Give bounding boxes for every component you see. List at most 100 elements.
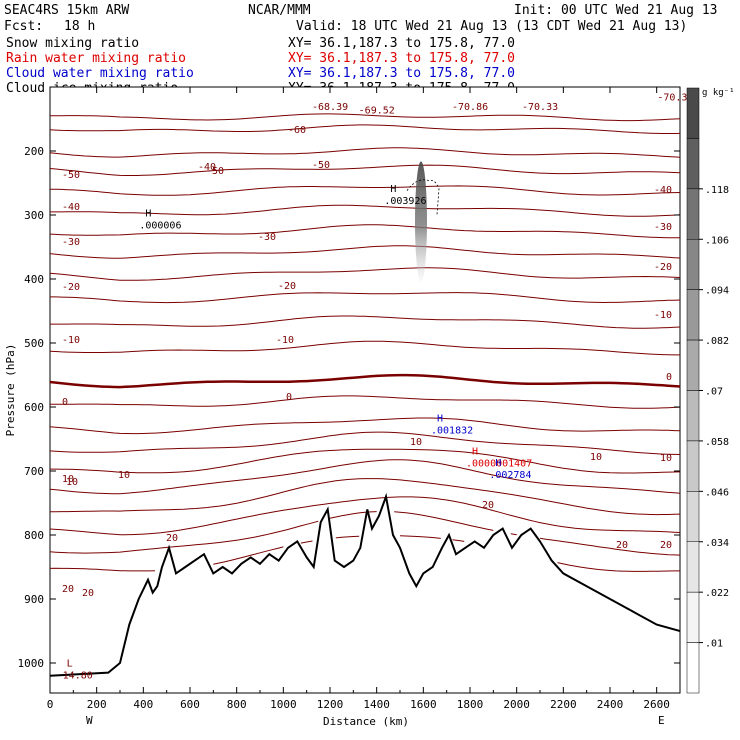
temperature-contours — [50, 113, 680, 572]
isotherm — [50, 113, 680, 122]
isotherm-right-label: 10 — [660, 453, 672, 464]
colorbar-unit: g kg⁻¹ — [702, 88, 735, 98]
forecast-hour: 18 h — [64, 19, 95, 34]
isotherm-interior-label: -10 — [276, 335, 294, 346]
isotherm — [50, 459, 680, 495]
isotherm-interior-label: -60 — [288, 125, 306, 136]
colorbar-tick-label: .046 — [705, 487, 729, 498]
isotherm-left-label: -50 — [62, 170, 80, 181]
isotherm-interior-label: -50 — [312, 160, 330, 171]
colorbar-swatch — [686, 591, 700, 643]
isotherm-right-label: -40 — [654, 185, 672, 196]
x-tick-label: 400 — [133, 698, 153, 711]
isotherm-right-label: 20 — [660, 540, 672, 551]
surface-minimum-marker: L — [67, 659, 73, 670]
y-tick-label: 700 — [24, 465, 44, 478]
field-maximum-marker: H — [390, 184, 396, 195]
isotherm — [50, 164, 680, 176]
isotherm-label: 10 — [590, 452, 602, 463]
snow-shading — [415, 161, 427, 282]
isotherm-label: 10 — [118, 470, 130, 481]
isotherm-left-label: -20 — [62, 282, 80, 293]
temperature-minimum-label: -70.33 — [657, 93, 693, 104]
colorbar-swatch — [686, 138, 700, 190]
colorbar-swatch — [686, 239, 700, 290]
plot-area — [49, 86, 681, 694]
x-tick-label: 600 — [180, 698, 200, 711]
temperature-minimum-label: -70.33 — [522, 102, 558, 113]
isotherm — [50, 340, 680, 356]
isotherm-interior-label: 10 — [410, 437, 422, 448]
y-tick-label: 800 — [24, 529, 44, 542]
isotherm-left-label: -10 — [62, 335, 80, 346]
model-title: SEAC4RS 15km ARW — [4, 3, 129, 18]
field-maximum-marker: H — [495, 458, 501, 469]
colorbar-tick-label: .058 — [705, 437, 729, 448]
colorbar-swatch — [686, 289, 700, 341]
field-xy-cloud-water: XY= 36.1,187.3 to 175.8, 77.0 — [288, 66, 515, 81]
snow-contour — [406, 179, 440, 215]
isotherm — [50, 204, 680, 217]
x-tick-label: 2600 — [643, 698, 670, 711]
plot-content — [50, 113, 680, 677]
isotherm — [50, 224, 680, 239]
colorbar-swatch — [686, 541, 700, 593]
x-tick-label: 1600 — [410, 698, 437, 711]
isotherm-interior-label: -40 — [198, 162, 216, 173]
y-tick-label: 900 — [24, 593, 44, 606]
colorbar-swatch — [686, 491, 700, 543]
colorbar-tick-label: .082 — [705, 336, 729, 347]
y-tick-label: 600 — [24, 401, 44, 414]
isotherm-left-label: -30 — [62, 237, 80, 248]
field-maximum-value: .0000001407 — [466, 459, 532, 470]
field-maximum-value: .003926 — [384, 196, 426, 207]
isotherm-right-label: -10 — [654, 310, 672, 321]
institution-label: NCAR/MMM — [248, 3, 311, 18]
y-tick-label: 1000 — [18, 657, 45, 670]
isotherm-right-label: 0 — [666, 372, 672, 383]
isotherm — [50, 124, 680, 134]
colorbar-swatch — [686, 642, 700, 694]
x-tick-label: 1200 — [317, 698, 344, 711]
isotherm-interior-label: -20 — [278, 281, 296, 292]
field-maximum-value: .001832 — [431, 425, 473, 436]
colorbar-tick-label: .106 — [705, 235, 729, 246]
isotherm-right-label: -30 — [654, 222, 672, 233]
x-tick-label: 1000 — [270, 698, 297, 711]
colorbar-tick-label: .022 — [705, 588, 729, 599]
colorbar-tick-label: .01 — [705, 639, 723, 650]
field-xy-snow: XY= 36.1,187.3 to 175.8, 77.0 — [288, 36, 515, 51]
terrain-line — [50, 492, 680, 677]
x-tick-label: 1400 — [363, 698, 390, 711]
x-tick-label: 2400 — [597, 698, 624, 711]
x-tick-label: 2000 — [503, 698, 530, 711]
colorbar-swatch — [686, 87, 700, 139]
x-tick-label: 800 — [227, 698, 247, 711]
isotherm-interior-label: 0 — [286, 392, 292, 403]
isotherm — [50, 395, 680, 409]
isotherm — [50, 185, 680, 196]
x-end-label-west: W — [86, 714, 93, 727]
y-tick-label: 300 — [24, 209, 44, 222]
isotherm — [50, 315, 680, 329]
isotherm — [50, 267, 680, 281]
init-time: Init: 00 UTC Wed 21 Aug 13 — [514, 3, 718, 18]
field-name-rain: Rain water mixing ratio — [6, 51, 186, 66]
y-tick-label: 400 — [24, 273, 44, 286]
colorbar-tick-label: .094 — [705, 286, 729, 297]
colorbar-swatch — [686, 188, 700, 240]
field-xy-rain: XY= 36.1,187.3 to 175.8, 77.0 — [288, 51, 515, 66]
isotherm-label: 20 — [616, 540, 628, 551]
field-maximum-marker: H — [145, 209, 151, 220]
isotherm — [50, 535, 680, 572]
x-axis-title: Distance (km) — [323, 715, 409, 728]
isotherm — [50, 431, 680, 455]
isotherm-left-label: -40 — [62, 202, 80, 213]
isotherm-label: 20 — [82, 588, 94, 599]
zero-isotherm — [50, 373, 680, 389]
isotherm-left-label: 20 — [62, 584, 74, 595]
y-axis-title: Pressure (hPa) — [4, 344, 17, 437]
colorbar-tick-label: .07 — [705, 387, 723, 398]
field-maximum-value: .002784 — [489, 470, 531, 481]
y-tick-label: 200 — [24, 145, 44, 158]
